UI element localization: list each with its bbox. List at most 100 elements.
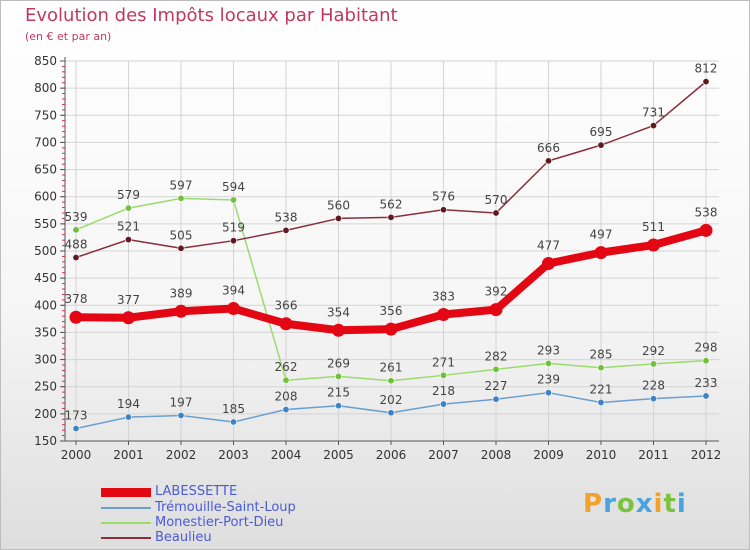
legend-item-monestier: Monestier-Port-Dieu: [101, 515, 401, 531]
data-label-monestier-port-dieu: 282: [485, 349, 508, 363]
point-beaulieu: [492, 209, 500, 217]
data-label-monestier-port-dieu: 539: [65, 210, 88, 224]
point-monestier-port-dieu: [177, 194, 185, 202]
y-tick-label: 750: [34, 108, 57, 122]
point-tr-mouille-saint-loup: [125, 413, 133, 421]
point-beaulieu: [702, 78, 710, 86]
point-beaulieu: [544, 157, 552, 165]
data-label-monestier-port-dieu: 285: [590, 348, 613, 362]
x-tick-label: 2005: [323, 448, 354, 462]
point-beaulieu: [230, 237, 238, 245]
data-label-labessette: 354: [327, 305, 350, 319]
point-labessette: [69, 310, 83, 324]
data-label-tr-mouille-saint-loup: 239: [537, 373, 560, 387]
data-label-beaulieu: 666: [537, 141, 560, 155]
point-labessette: [122, 311, 135, 325]
legend-item-tremouille: Trémouille-Saint-Loup: [101, 500, 401, 516]
data-label-beaulieu: 488: [65, 238, 88, 252]
y-tick-label: 500: [34, 244, 57, 258]
point-monestier-port-dieu: [439, 371, 447, 379]
legend-label-beaulieu: Beaulieu: [155, 530, 212, 545]
point-tr-mouille-saint-loup: [387, 409, 395, 417]
data-label-beaulieu: 576: [432, 190, 455, 204]
x-tick-label: 2006: [376, 448, 407, 462]
x-tick-label: 2012: [691, 448, 722, 462]
proxiti-logo: Proxiti: [583, 489, 687, 519]
point-tr-mouille-saint-loup: [230, 418, 238, 426]
data-label-tr-mouille-saint-loup: 215: [327, 386, 350, 400]
data-label-beaulieu: 570: [485, 193, 508, 207]
data-label-labessette: 477: [537, 238, 560, 252]
y-tick-label: 200: [34, 407, 57, 421]
y-tick-label: 600: [34, 190, 57, 204]
data-label-tr-mouille-saint-loup: 218: [432, 384, 455, 398]
legend-label-tremouille: Trémouille-Saint-Loup: [155, 500, 296, 515]
point-beaulieu: [72, 254, 80, 262]
data-label-labessette: 392: [485, 285, 508, 299]
point-tr-mouille-saint-loup: [282, 406, 290, 414]
point-tr-mouille-saint-loup: [597, 398, 605, 406]
data-label-labessette: 511: [642, 220, 665, 234]
y-tick-label: 400: [34, 298, 57, 312]
chart-subtitle: (en € et par an): [25, 30, 112, 43]
point-beaulieu: [125, 236, 133, 244]
point-labessette: [332, 323, 345, 337]
data-label-beaulieu: 538: [275, 210, 298, 224]
point-monestier-port-dieu: [492, 365, 500, 373]
legend-swatch-labessette: [101, 488, 151, 497]
point-tr-mouille-saint-loup: [177, 411, 185, 419]
point-tr-mouille-saint-loup: [439, 400, 447, 408]
point-beaulieu: [597, 141, 605, 149]
data-label-tr-mouille-saint-loup: 185: [222, 402, 245, 416]
logo-letter: o: [616, 489, 636, 519]
logo-letter: i: [676, 489, 687, 519]
x-tick-label: 2009: [533, 448, 564, 462]
chart-title: Evolution des Impôts locaux par Habitant: [25, 5, 398, 26]
y-tick-label: 700: [34, 135, 57, 149]
point-tr-mouille-saint-loup: [492, 395, 500, 403]
y-tick-label: 850: [34, 54, 57, 68]
data-label-beaulieu: 695: [590, 125, 613, 139]
point-labessette: [174, 304, 188, 318]
data-label-labessette: 497: [590, 228, 613, 242]
data-label-monestier-port-dieu: 261: [380, 361, 403, 375]
data-label-beaulieu: 812: [695, 62, 718, 76]
data-label-beaulieu: 560: [327, 198, 350, 212]
point-labessette: [279, 317, 293, 331]
y-tick-label: 450: [34, 271, 57, 285]
x-tick-label: 2008: [481, 448, 512, 462]
point-monestier-port-dieu: [387, 377, 395, 385]
point-labessette: [489, 303, 503, 317]
point-labessette: [542, 256, 555, 270]
legend-swatch-beaulieu: [101, 537, 151, 539]
point-labessette: [227, 302, 240, 316]
point-labessette: [437, 308, 450, 322]
data-label-tr-mouille-saint-loup: 194: [117, 397, 140, 411]
data-label-tr-mouille-saint-loup: 202: [380, 393, 403, 407]
x-tick-label: 2010: [586, 448, 617, 462]
data-label-monestier-port-dieu: 298: [695, 341, 718, 355]
data-label-labessette: 377: [117, 293, 140, 307]
point-beaulieu: [282, 226, 290, 234]
y-tick-label: 150: [34, 434, 57, 448]
y-tick-label: 300: [34, 353, 57, 367]
data-label-labessette: 378: [65, 292, 88, 306]
data-label-labessette: 366: [275, 299, 298, 313]
point-beaulieu: [177, 244, 185, 252]
point-monestier-port-dieu: [544, 359, 552, 367]
x-tick-label: 2003: [218, 448, 249, 462]
point-labessette: [384, 322, 398, 336]
point-beaulieu: [387, 213, 395, 221]
data-label-monestier-port-dieu: 597: [170, 178, 193, 192]
point-tr-mouille-saint-loup: [702, 392, 710, 400]
data-label-labessette: 538: [695, 205, 718, 219]
data-label-beaulieu: 562: [380, 197, 403, 211]
y-tick-label: 550: [34, 217, 57, 231]
logo-letter: P: [583, 489, 604, 519]
y-tick-label: 250: [34, 380, 57, 394]
point-tr-mouille-saint-loup: [72, 425, 80, 433]
x-tick-label: 2007: [428, 448, 459, 462]
data-label-monestier-port-dieu: 594: [222, 180, 245, 194]
